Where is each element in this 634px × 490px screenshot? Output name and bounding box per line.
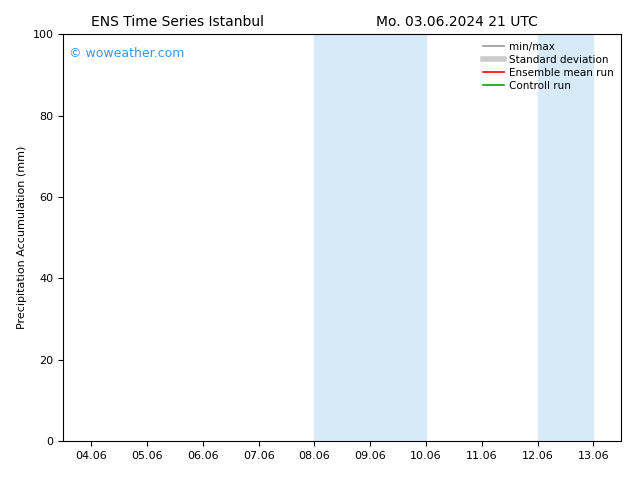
Text: ENS Time Series Istanbul: ENS Time Series Istanbul [91,15,264,29]
Legend: min/max, Standard deviation, Ensemble mean run, Controll run: min/max, Standard deviation, Ensemble me… [479,37,618,95]
Text: Mo. 03.06.2024 21 UTC: Mo. 03.06.2024 21 UTC [375,15,538,29]
Bar [314,34,426,441]
Y-axis label: Precipitation Accumulation (mm): Precipitation Accumulation (mm) [17,146,27,329]
Bar [538,34,593,441]
Text: © woweather.com: © woweather.com [69,47,184,59]
